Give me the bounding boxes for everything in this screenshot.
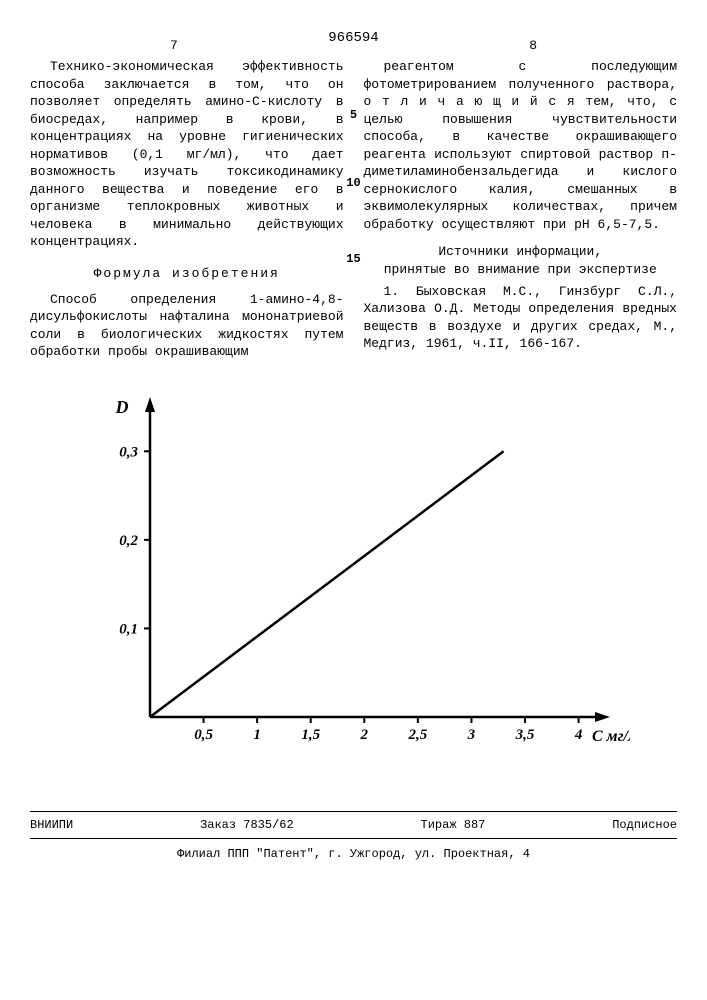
paragraph: Технико-экономическая эффективность спос… <box>30 58 344 251</box>
footer-row: ВНИИПИ Заказ 7835/62 Тираж 887 Подписное <box>30 811 677 839</box>
right-column: реагентом с последующим фотометрирование… <box>364 58 678 367</box>
paragraph: Способ определения 1-амино-4,8-дисульфок… <box>30 291 344 361</box>
svg-text:2,5: 2,5 <box>407 727 427 743</box>
two-column-text: 7 8 5 10 15 Технико-экономическая эффект… <box>30 58 677 367</box>
calibration-chart: 0,1 0,2 0,3 0,5 1 1,5 2 2,5 3 3,5 4 D C мг/л <box>70 387 677 771</box>
svg-text:2: 2 <box>360 727 369 743</box>
footer-tirazh: Тираж 887 <box>421 818 486 832</box>
svg-text:0,3: 0,3 <box>119 444 138 460</box>
svg-text:0,1: 0,1 <box>119 621 138 637</box>
sources-title: Источники информации, принятые во вниман… <box>364 243 678 278</box>
svg-text:1,5: 1,5 <box>301 727 320 743</box>
chart-svg: 0,1 0,2 0,3 0,5 1 1,5 2 2,5 3 3,5 4 D C мг/л <box>70 387 630 767</box>
footer-order: Заказ 7835/62 <box>200 818 294 832</box>
svg-text:0,2: 0,2 <box>119 533 138 549</box>
line-marker: 15 <box>346 252 360 266</box>
paragraph: реагентом с последующим фотометрирование… <box>364 58 678 233</box>
footer-org: ВНИИПИ <box>30 818 73 832</box>
page-num-right: 8 <box>529 38 537 53</box>
doc-number: 966594 <box>30 30 677 46</box>
page-num-left: 7 <box>170 38 178 53</box>
footer-branch: Филиал ППП "Патент", г. Ужгород, ул. Про… <box>30 847 677 861</box>
svg-text:C мг/л: C мг/л <box>592 728 630 745</box>
svg-text:3: 3 <box>467 727 476 743</box>
svg-text:D: D <box>115 397 129 417</box>
line-marker: 5 <box>350 108 357 122</box>
svg-text:0,5: 0,5 <box>194 727 213 743</box>
svg-text:3,5: 3,5 <box>515 727 535 743</box>
left-column: Технико-экономическая эффективность спос… <box>30 58 344 367</box>
svg-text:1: 1 <box>253 727 261 743</box>
paragraph: 1. Быховская М.С., Гинзбург С.Л., Хализо… <box>364 283 678 353</box>
line-marker: 10 <box>346 176 360 190</box>
footer-sign: Подписное <box>612 818 677 832</box>
svg-text:4: 4 <box>574 727 583 743</box>
formula-title: Формула изобретения <box>30 265 344 283</box>
